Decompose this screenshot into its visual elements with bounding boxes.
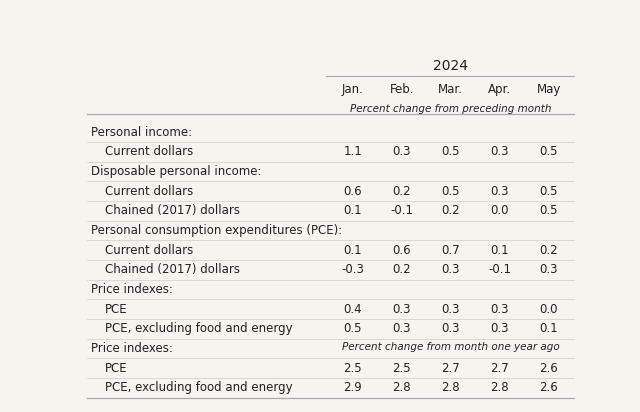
Text: Current dollars: Current dollars (106, 243, 193, 257)
Text: 0.5: 0.5 (540, 204, 558, 217)
Text: 2.8: 2.8 (392, 381, 411, 394)
Text: 0.7: 0.7 (442, 243, 460, 257)
Text: Personal consumption expenditures (PCE):: Personal consumption expenditures (PCE): (92, 224, 342, 237)
Text: PCE: PCE (106, 302, 128, 316)
Text: 2.5: 2.5 (343, 362, 362, 375)
Text: 2.6: 2.6 (540, 362, 558, 375)
Text: 0.3: 0.3 (392, 302, 411, 316)
Text: 0.5: 0.5 (540, 185, 558, 198)
Text: 0.4: 0.4 (343, 302, 362, 316)
Text: 0.3: 0.3 (491, 185, 509, 198)
Text: -0.1: -0.1 (488, 263, 511, 276)
Text: 0.0: 0.0 (540, 302, 558, 316)
Text: 0.6: 0.6 (343, 185, 362, 198)
Text: 0.5: 0.5 (540, 145, 558, 158)
Text: 2.7: 2.7 (442, 362, 460, 375)
Text: 0.3: 0.3 (540, 263, 558, 276)
Text: 2024: 2024 (433, 59, 468, 73)
Text: 0.3: 0.3 (491, 302, 509, 316)
Text: 2.5: 2.5 (392, 362, 411, 375)
Text: 0.3: 0.3 (392, 322, 411, 335)
Text: 2.6: 2.6 (540, 381, 558, 394)
Text: Price indexes:: Price indexes: (92, 342, 173, 355)
Text: Apr.: Apr. (488, 83, 511, 96)
Text: Price indexes:: Price indexes: (92, 283, 173, 296)
Text: Chained (2017) dollars: Chained (2017) dollars (106, 204, 240, 217)
Text: -0.3: -0.3 (341, 263, 364, 276)
Text: 0.5: 0.5 (442, 185, 460, 198)
Text: PCE, excluding food and energy: PCE, excluding food and energy (106, 381, 293, 394)
Text: 0.3: 0.3 (491, 322, 509, 335)
Text: 0.5: 0.5 (343, 322, 362, 335)
Text: 0.2: 0.2 (442, 204, 460, 217)
Text: 0.3: 0.3 (392, 145, 411, 158)
Text: 2.8: 2.8 (490, 381, 509, 394)
Text: 0.3: 0.3 (442, 322, 460, 335)
Text: 0.3: 0.3 (491, 145, 509, 158)
Text: 0.3: 0.3 (442, 263, 460, 276)
Text: Disposable personal income:: Disposable personal income: (92, 165, 262, 178)
Text: Mar.: Mar. (438, 83, 463, 96)
Text: 1.1: 1.1 (343, 145, 362, 158)
Text: Personal income:: Personal income: (92, 126, 193, 138)
Text: Current dollars: Current dollars (106, 145, 193, 158)
Text: 2.7: 2.7 (490, 362, 509, 375)
Text: 0.1: 0.1 (540, 322, 558, 335)
Text: 0.6: 0.6 (392, 243, 411, 257)
Text: -0.1: -0.1 (390, 204, 413, 217)
Text: 0.2: 0.2 (392, 185, 411, 198)
Text: 0.1: 0.1 (490, 243, 509, 257)
Text: 0.2: 0.2 (392, 263, 411, 276)
Text: 0.3: 0.3 (442, 302, 460, 316)
Text: PCE: PCE (106, 362, 128, 375)
Text: 2.9: 2.9 (343, 381, 362, 394)
Text: 0.1: 0.1 (343, 204, 362, 217)
Text: Chained (2017) dollars: Chained (2017) dollars (106, 263, 240, 276)
Text: 0.5: 0.5 (442, 145, 460, 158)
Text: Feb.: Feb. (389, 83, 414, 96)
Text: Percent change from month one year ago: Percent change from month one year ago (342, 342, 559, 352)
Text: 2.8: 2.8 (442, 381, 460, 394)
Text: PCE, excluding food and energy: PCE, excluding food and energy (106, 322, 293, 335)
Text: 0.1: 0.1 (343, 243, 362, 257)
Text: May: May (537, 83, 561, 96)
Text: Current dollars: Current dollars (106, 185, 193, 198)
Text: Jan.: Jan. (342, 83, 364, 96)
Text: Percent change from preceding month: Percent change from preceding month (350, 104, 552, 114)
Text: 0.2: 0.2 (540, 243, 558, 257)
Text: 0.0: 0.0 (491, 204, 509, 217)
